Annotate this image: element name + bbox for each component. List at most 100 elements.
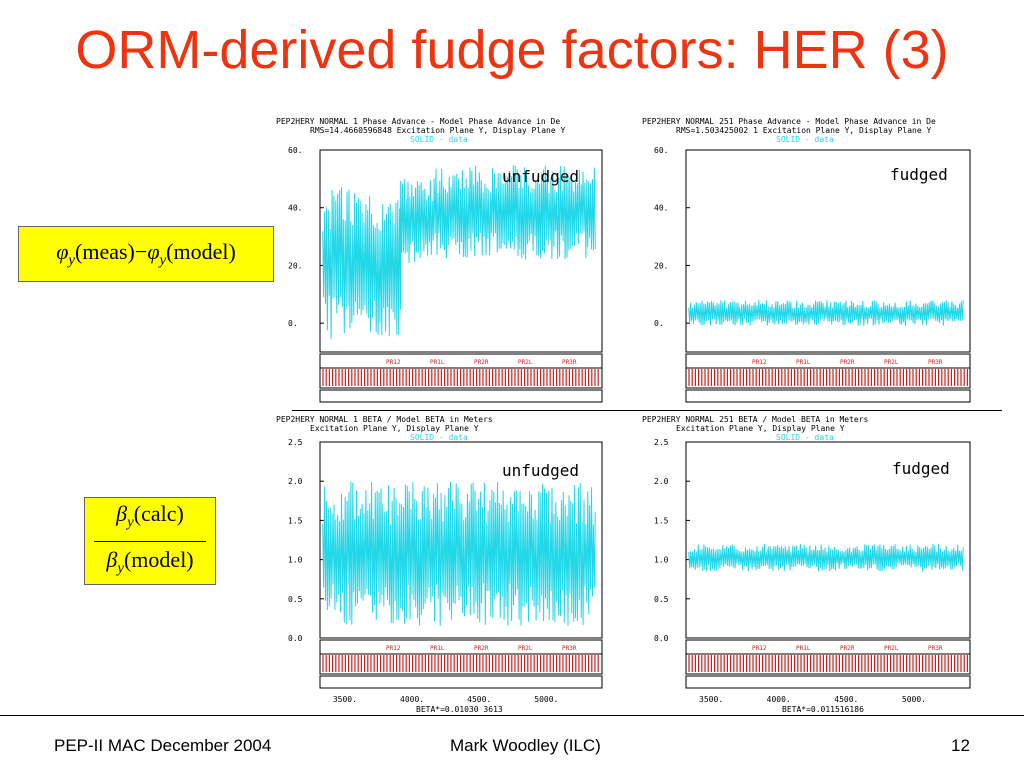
x-tick-label: 5000. (902, 409, 926, 410)
element-strip (319, 639, 603, 675)
chart-beta-fudged: PEP2HERY NORMAL 251 BETA / Model BETA in… (642, 415, 971, 712)
element-label: PR2L (518, 645, 533, 652)
x-tick-label: 5000. (534, 695, 558, 704)
x-tick-label: 4000. (400, 409, 424, 410)
section-divider (292, 410, 1002, 411)
element-label: PR1L (796, 645, 811, 652)
y-tick-label: 1.5 (654, 516, 669, 525)
element-label: PR12 (752, 645, 767, 652)
chart-annotation: unfudged (502, 461, 579, 480)
formula-denominator: βy(model) (106, 546, 194, 576)
y-tick-label: 40. (288, 204, 302, 213)
chart-header-line: Excitation Plane Y, Display Plane Y (310, 424, 479, 433)
y-tick-label: 0.5 (654, 595, 669, 604)
data-trace (322, 165, 596, 340)
chart-footer-label: BETA*=0.011516186 (782, 705, 864, 712)
chart-header-line: PEP2HERY NORMAL 1 BETA / Model BETA in M… (276, 415, 493, 424)
x-axis-box (319, 675, 603, 689)
element-label: PR3R (928, 645, 943, 652)
chart-header-line: PEP2HERY NORMAL 251 Phase Advance - Mode… (642, 117, 936, 126)
element-label: PR2R (474, 359, 489, 366)
chart-header-line: Excitation Plane Y, Display Plane Y (676, 424, 845, 433)
footer-divider (0, 715, 1024, 716)
plot-frame (319, 441, 603, 639)
plot-frame (685, 441, 971, 639)
element-label: PR2L (884, 645, 899, 652)
element-label: PR1L (430, 645, 445, 652)
y-tick-label: 2.0 (288, 477, 303, 486)
footer-page-number: 12 (951, 736, 970, 755)
beta-ratio-formula: βy(calc) βy(model) (84, 497, 216, 585)
data-trace (688, 300, 964, 326)
element-label: PR3R (562, 645, 577, 652)
chart-header-line: RMS=1.503425002 1 Excitation Plane Y, Di… (676, 126, 931, 135)
element-label: PR2R (840, 359, 855, 366)
x-tick-label: 3500. (699, 695, 723, 704)
y-tick-label: 2.5 (654, 438, 669, 447)
x-tick-label: 4000. (767, 409, 791, 410)
slide-title: ORM-derived fudge factors: HER (3) (75, 20, 949, 80)
x-tick-label: 4000. (400, 695, 424, 704)
element-strip (685, 639, 971, 675)
element-label: PR1L (796, 359, 811, 366)
element-label: PR2L (884, 359, 899, 366)
element-strip (319, 353, 603, 389)
footer-center: Mark Woodley (ILC) (450, 736, 601, 755)
chart-header-line: SOLID - data (410, 135, 468, 144)
element-label: PR12 (752, 359, 767, 366)
y-tick-label: 0. (654, 319, 664, 328)
phase-difference-formula: φy(meas)−φy(model) (18, 226, 274, 282)
x-tick-label: 3500. (699, 409, 723, 410)
y-tick-label: 2.0 (654, 477, 669, 486)
element-label: PR2L (518, 359, 533, 366)
x-axis-box (319, 389, 603, 403)
chart-header-line: RMS=14.4660596848 Excitation Plane Y, Di… (310, 126, 565, 135)
y-tick-label: 0.0 (288, 634, 303, 643)
element-label: PR2R (474, 645, 489, 652)
chart-phase-unfudged: PEP2HERY NORMAL 1 Phase Advance - Model … (276, 117, 603, 410)
x-axis-box (685, 389, 971, 403)
y-tick-label: 1.0 (288, 556, 303, 565)
element-label: PR12 (386, 645, 401, 652)
x-tick-label: 4500. (467, 695, 491, 704)
element-label: PR3R (562, 359, 577, 366)
y-tick-label: 1.5 (288, 516, 303, 525)
chart-header-line: PEP2HERY NORMAL 1 Phase Advance - Model … (276, 117, 560, 126)
element-strip (685, 353, 971, 389)
y-tick-label: 0. (288, 319, 298, 328)
data-trace (322, 481, 596, 626)
y-tick-label: 0.0 (654, 634, 669, 643)
data-trace (688, 543, 964, 572)
x-tick-label: 3500. (333, 695, 357, 704)
x-tick-label: 4500. (834, 695, 858, 704)
x-tick-label: 4500. (834, 409, 858, 410)
x-tick-label: 3500. (333, 409, 357, 410)
x-tick-label: 4500. (467, 409, 491, 410)
y-tick-label: 1.0 (654, 556, 669, 565)
chart-annotation: fudged (890, 165, 948, 184)
chart-footer-label: BETA*=0.01030 3613 (416, 705, 503, 712)
y-tick-label: 2.5 (288, 438, 303, 447)
x-tick-label: 4000. (767, 695, 791, 704)
chart-annotation: fudged (892, 459, 950, 478)
y-tick-label: 20. (288, 261, 302, 270)
chart-header-line: SOLID - data (776, 433, 834, 442)
element-label: PR1L (430, 359, 445, 366)
y-tick-label: 20. (654, 261, 668, 270)
y-tick-label: 60. (288, 146, 302, 155)
formula-numerator: βy(calc) (116, 501, 184, 531)
element-label: PR3R (928, 359, 943, 366)
y-tick-label: 40. (654, 204, 668, 213)
footer-left: PEP-II MAC December 2004 (54, 736, 272, 755)
y-tick-label: 0.5 (288, 595, 303, 604)
chart-header-line: SOLID - data (776, 135, 834, 144)
x-tick-label: 5000. (534, 409, 558, 410)
chart-phase-fudged: PEP2HERY NORMAL 251 Phase Advance - Mode… (642, 117, 971, 410)
x-axis-box (685, 675, 971, 689)
element-label: PR12 (386, 359, 401, 366)
chart-header-line: PEP2HERY NORMAL 251 BETA / Model BETA in… (642, 415, 869, 424)
x-tick-label: 5000. (902, 695, 926, 704)
element-label: PR2R (840, 645, 855, 652)
chart-header-line: SOLID - data (410, 433, 468, 442)
chart-beta-unfudged: PEP2HERY NORMAL 1 BETA / Model BETA in M… (276, 415, 603, 712)
